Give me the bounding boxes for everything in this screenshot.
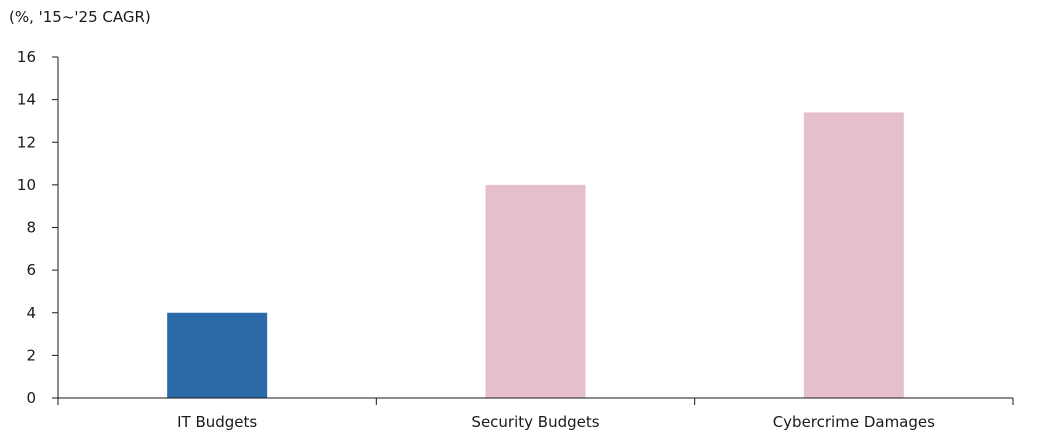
bar-cybercrime-damages [803,112,904,398]
labels-layer: 0 2 4 6 8 10 12 14 16 IT Budgets Security Budgets C… [17,48,935,431]
y-tick-label: 0 [26,389,36,407]
y-tick-label: 2 [26,346,36,364]
y-tick-label: 6 [26,261,36,279]
y-tick-label: 10 [17,176,36,194]
y-tick-label: 16 [17,48,36,66]
axes-layer [52,56,1014,405]
y-tick-label: 12 [17,133,36,151]
y-tick-label: 4 [26,304,36,322]
bar-it-budgets [167,312,268,398]
y-axis-unit-label: (%, '15~'25 CAGR) [9,8,151,26]
bar-security-budgets [485,184,586,398]
x-tick-label: IT Budgets [177,413,257,431]
y-tick-label: 8 [26,219,36,237]
bars-layer [167,112,904,398]
x-tick-label: Cybercrime Damages [773,413,935,431]
x-tick-label: Security Budgets [471,413,599,431]
y-tick-label: 14 [17,91,36,109]
